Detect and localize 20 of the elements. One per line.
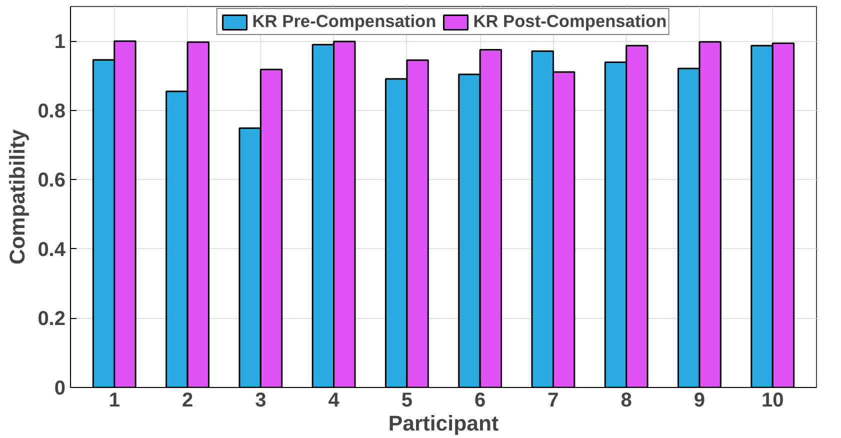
x-tick-label: 3 [255, 390, 266, 412]
x-tick-label: 2 [182, 390, 194, 412]
x-tick-label: 10 [761, 390, 784, 412]
x-tick-label: 8 [620, 390, 632, 412]
x-tick-label: 7 [548, 390, 559, 412]
x-tick-label: 1 [108, 390, 120, 412]
y-tick-label: 1 [54, 31, 66, 54]
y-tick-label: 0.4 [38, 238, 66, 261]
x-tick-label: 6 [474, 390, 486, 412]
y-tick-label: 0.2 [38, 308, 66, 330]
y-tick-label: 0.8 [38, 100, 66, 122]
y-tick-label: 0 [54, 378, 66, 400]
x-tick-label: 4 [328, 390, 340, 412]
x-axis-title: Participant [388, 412, 499, 436]
legend-label: KR Post-Compensation [473, 11, 667, 32]
y-tick-label: 0.6 [38, 170, 66, 192]
x-tick-label: 5 [401, 390, 412, 412]
legend-label: KR Pre-Compensation [252, 11, 436, 32]
y-axis-title: Compatibility [6, 129, 30, 265]
x-tick-label: 9 [694, 390, 706, 412]
